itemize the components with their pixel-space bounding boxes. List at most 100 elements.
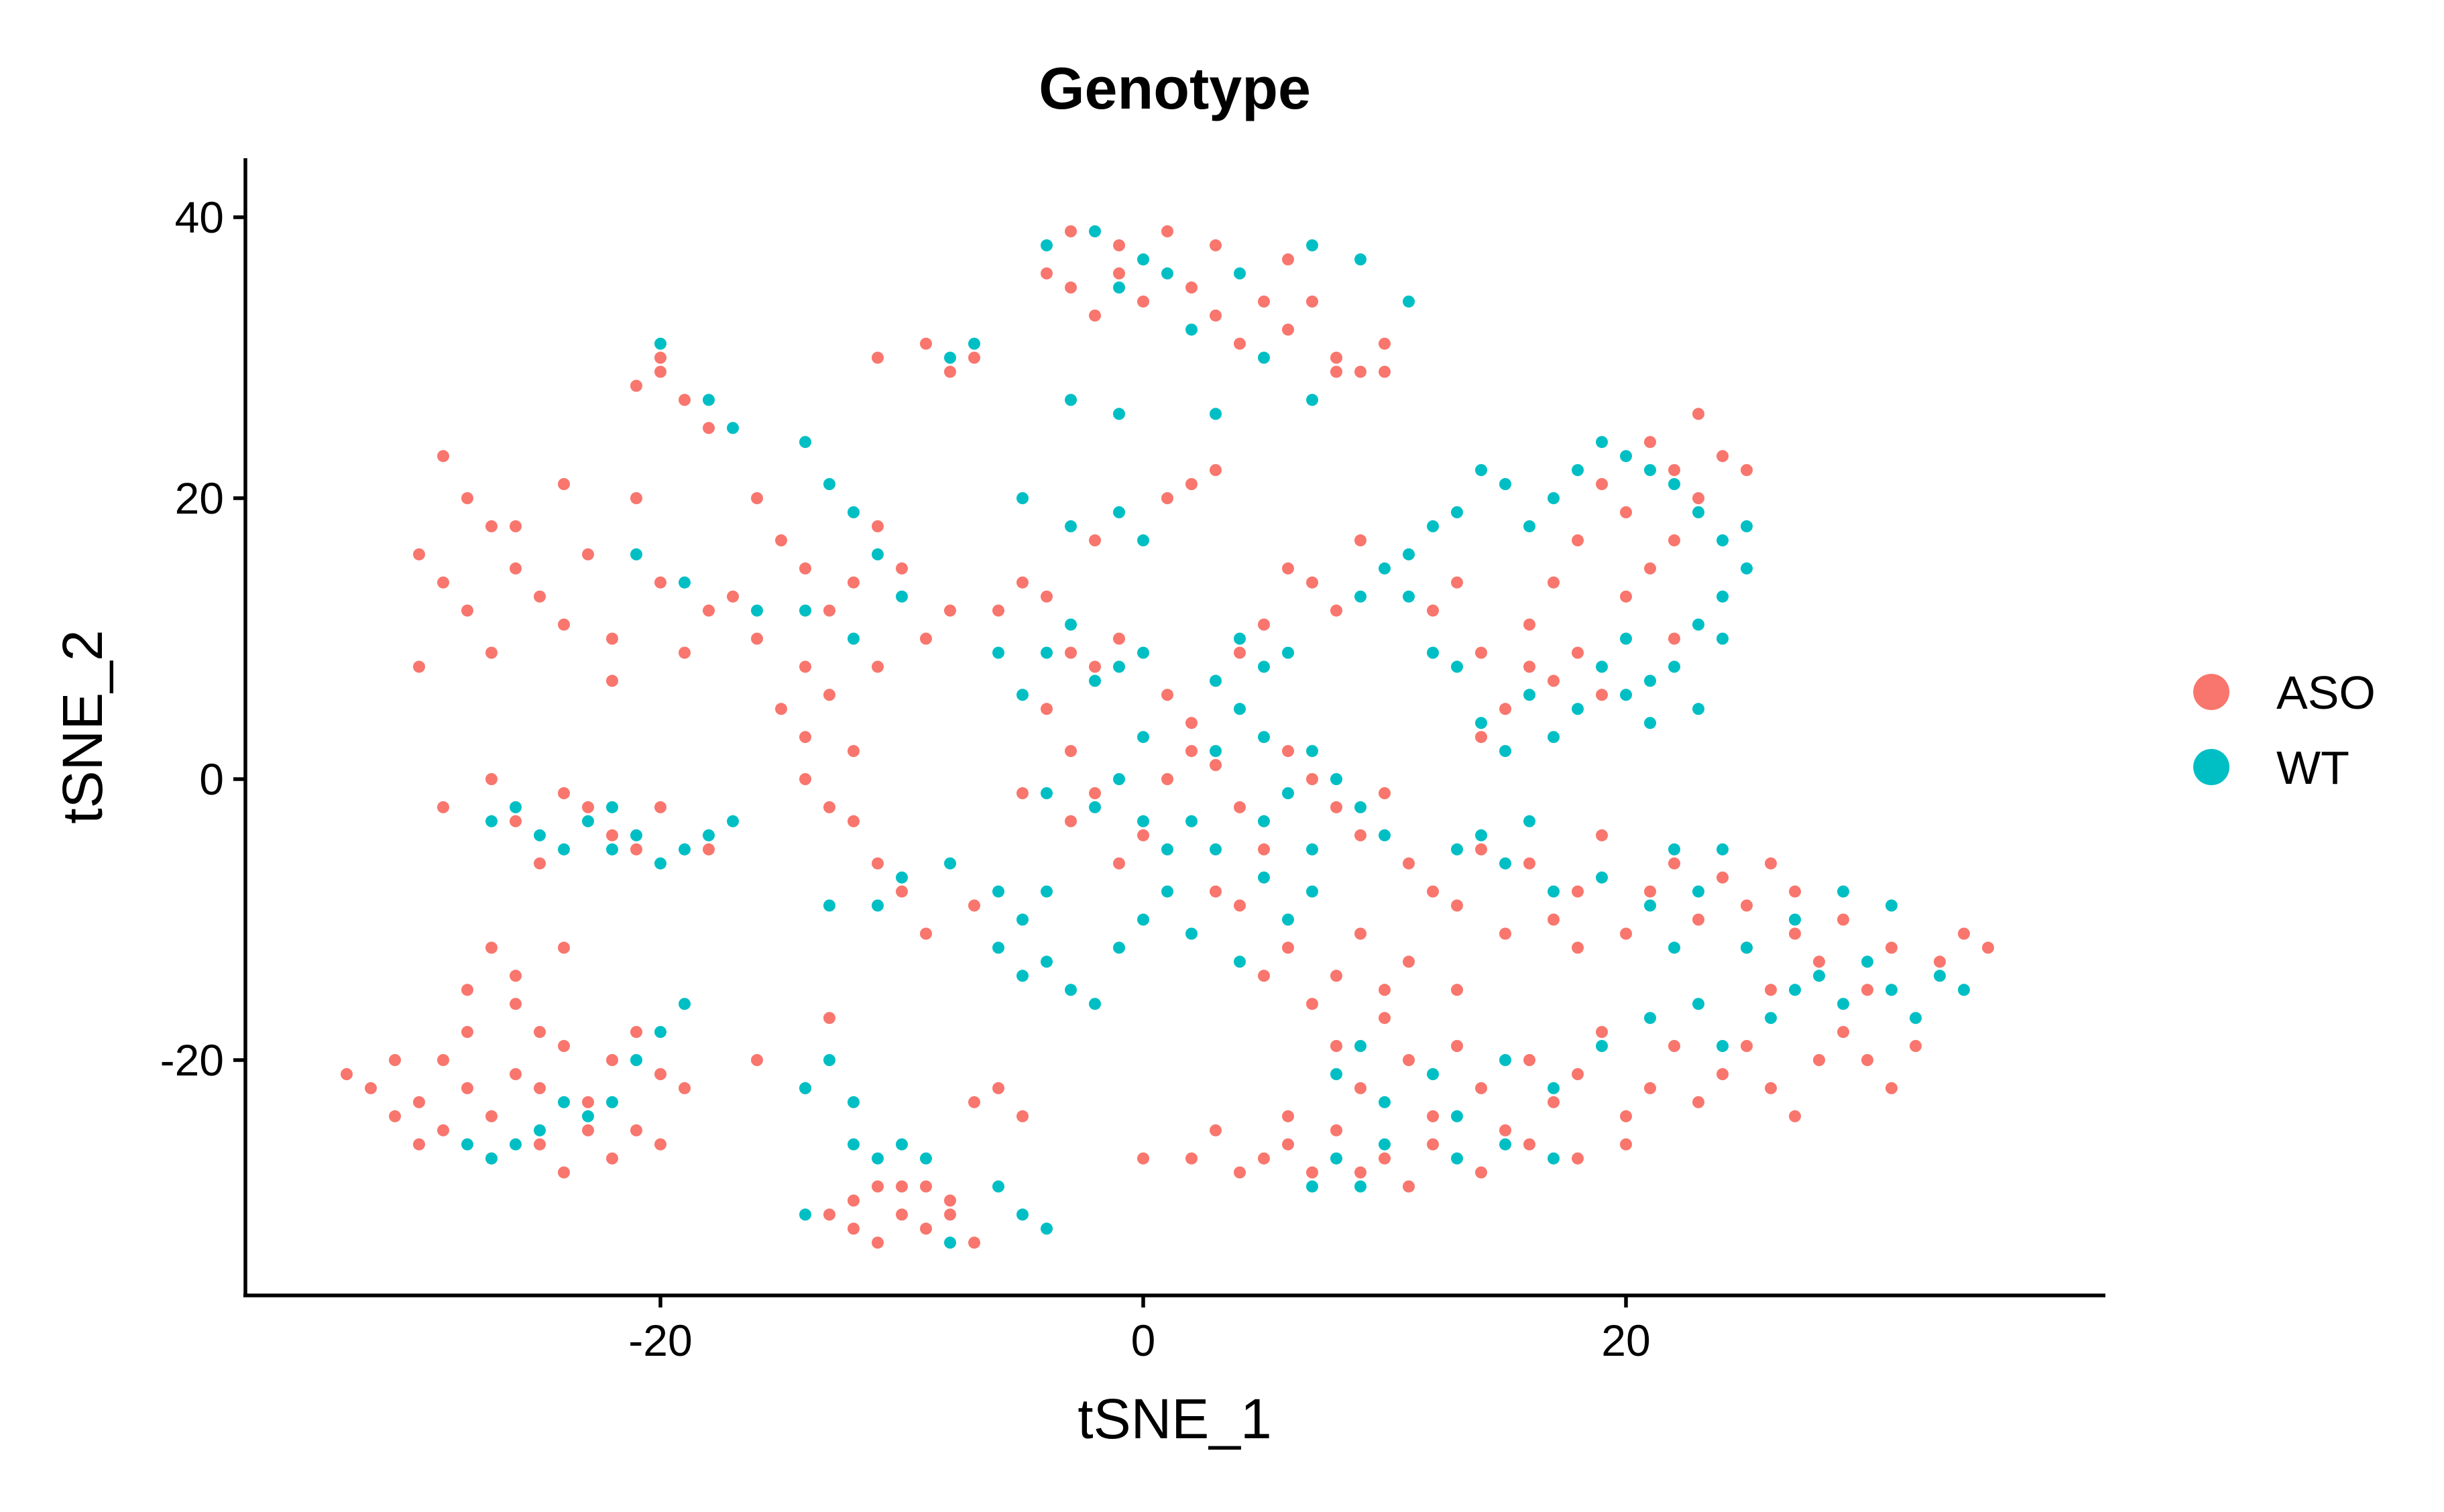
point-aso-263 bbox=[1330, 604, 1342, 617]
point-aso-82 bbox=[1258, 843, 1270, 856]
point-aso-238 bbox=[1427, 604, 1439, 617]
point-aso-50 bbox=[751, 492, 763, 504]
point-aso-162 bbox=[1427, 1110, 1439, 1122]
point-wt-34 bbox=[1041, 646, 1053, 659]
point-wt-184 bbox=[1258, 660, 1270, 673]
point-wt-162 bbox=[1644, 464, 1656, 477]
point-aso-271 bbox=[1089, 534, 1101, 546]
point-aso-40 bbox=[582, 548, 594, 561]
point-wt-35 bbox=[1089, 675, 1101, 687]
point-wt-126 bbox=[1837, 885, 1849, 898]
point-wt-60 bbox=[944, 857, 956, 870]
point-wt-22 bbox=[848, 506, 860, 518]
point-aso-262 bbox=[1306, 576, 1318, 589]
point-wt-110 bbox=[1499, 1054, 1511, 1066]
point-aso-89 bbox=[872, 857, 884, 870]
point-wt-127 bbox=[1789, 913, 1801, 926]
point-wt-89 bbox=[654, 1026, 666, 1039]
point-aso-74 bbox=[1065, 745, 1077, 758]
point-aso-250 bbox=[1668, 464, 1680, 477]
point-wt-166 bbox=[1548, 492, 1560, 504]
point-wt-11 bbox=[1306, 394, 1318, 406]
point-wt-95 bbox=[848, 1096, 860, 1108]
point-aso-93 bbox=[848, 745, 860, 758]
point-wt-153 bbox=[1620, 689, 1632, 701]
point-wt-142 bbox=[1644, 899, 1656, 912]
point-wt-1 bbox=[1089, 225, 1101, 237]
point-aso-59 bbox=[920, 632, 932, 645]
point-wt-39 bbox=[1137, 646, 1149, 659]
point-aso-217 bbox=[1668, 857, 1680, 870]
point-wt-158 bbox=[1741, 562, 1753, 575]
point-aso-256 bbox=[1596, 478, 1608, 490]
point-wt-30 bbox=[1016, 492, 1029, 504]
point-aso-72 bbox=[1185, 717, 1198, 730]
point-wt-150 bbox=[1548, 731, 1560, 744]
point-wt-96 bbox=[872, 1152, 884, 1165]
point-wt-144 bbox=[1692, 885, 1704, 898]
point-wt-157 bbox=[1716, 590, 1729, 603]
point-aso-222 bbox=[1789, 885, 1801, 898]
point-aso-187 bbox=[1789, 927, 1801, 940]
point-aso-229 bbox=[1354, 829, 1366, 841]
point-aso-176 bbox=[1765, 1082, 1777, 1094]
point-wt-92 bbox=[606, 1096, 618, 1108]
point-aso-138 bbox=[896, 1208, 908, 1221]
point-aso-225 bbox=[1451, 899, 1463, 912]
point-wt-57 bbox=[823, 899, 835, 912]
point-aso-63 bbox=[944, 604, 956, 617]
point-aso-267 bbox=[1282, 562, 1294, 575]
point-aso-84 bbox=[1210, 885, 1222, 898]
point-wt-188 bbox=[1185, 815, 1198, 827]
point-aso-149 bbox=[1016, 1110, 1029, 1122]
point-wt-93 bbox=[799, 1082, 811, 1094]
points-layer bbox=[341, 225, 1994, 1249]
point-aso-48 bbox=[606, 675, 618, 687]
point-aso-86 bbox=[823, 801, 835, 813]
point-aso-51 bbox=[775, 534, 787, 546]
x-axis-ticks: -20 0 20 bbox=[628, 1295, 1651, 1365]
point-wt-17 bbox=[654, 337, 666, 350]
point-wt-4 bbox=[1234, 267, 1246, 280]
point-aso-252 bbox=[1572, 534, 1584, 546]
point-wt-159 bbox=[1716, 534, 1729, 546]
point-aso-47 bbox=[413, 660, 425, 673]
point-aso-97 bbox=[606, 829, 618, 841]
point-wt-36 bbox=[1113, 660, 1125, 673]
point-aso-39 bbox=[606, 632, 618, 645]
point-aso-203 bbox=[1234, 1166, 1246, 1179]
point-aso-183 bbox=[1861, 984, 1873, 996]
point-aso-79 bbox=[1137, 829, 1149, 841]
point-aso-173 bbox=[1692, 1096, 1704, 1108]
point-aso-184 bbox=[1813, 955, 1825, 968]
point-aso-5 bbox=[1210, 309, 1222, 322]
point-aso-87 bbox=[848, 815, 860, 827]
point-wt-179 bbox=[1644, 675, 1656, 687]
point-wt-139 bbox=[1523, 815, 1535, 827]
point-aso-115 bbox=[630, 1124, 642, 1137]
point-wt-44 bbox=[1041, 787, 1053, 799]
point-wt-183 bbox=[1234, 632, 1246, 645]
point-aso-209 bbox=[1620, 1138, 1632, 1151]
point-aso-16 bbox=[1210, 239, 1222, 251]
point-aso-161 bbox=[1354, 1082, 1366, 1094]
point-aso-244 bbox=[1596, 689, 1608, 701]
point-aso-158 bbox=[1330, 1040, 1342, 1052]
point-wt-98 bbox=[896, 1138, 908, 1151]
point-aso-66 bbox=[1065, 646, 1077, 659]
point-aso-178 bbox=[1813, 1054, 1825, 1066]
point-aso-159 bbox=[1379, 1012, 1391, 1025]
point-wt-53 bbox=[1354, 801, 1366, 813]
point-aso-215 bbox=[1620, 927, 1632, 940]
point-aso-18 bbox=[1282, 323, 1294, 336]
point-wt-194 bbox=[1306, 885, 1318, 898]
point-wt-40 bbox=[992, 646, 1004, 659]
point-wt-176 bbox=[1427, 646, 1439, 659]
point-aso-130 bbox=[582, 1124, 594, 1137]
point-aso-78 bbox=[1065, 815, 1077, 827]
point-wt-74 bbox=[582, 815, 594, 827]
point-wt-99 bbox=[920, 1152, 932, 1165]
point-aso-33 bbox=[413, 548, 425, 561]
point-aso-22 bbox=[872, 351, 884, 364]
point-wt-86 bbox=[558, 1096, 570, 1108]
